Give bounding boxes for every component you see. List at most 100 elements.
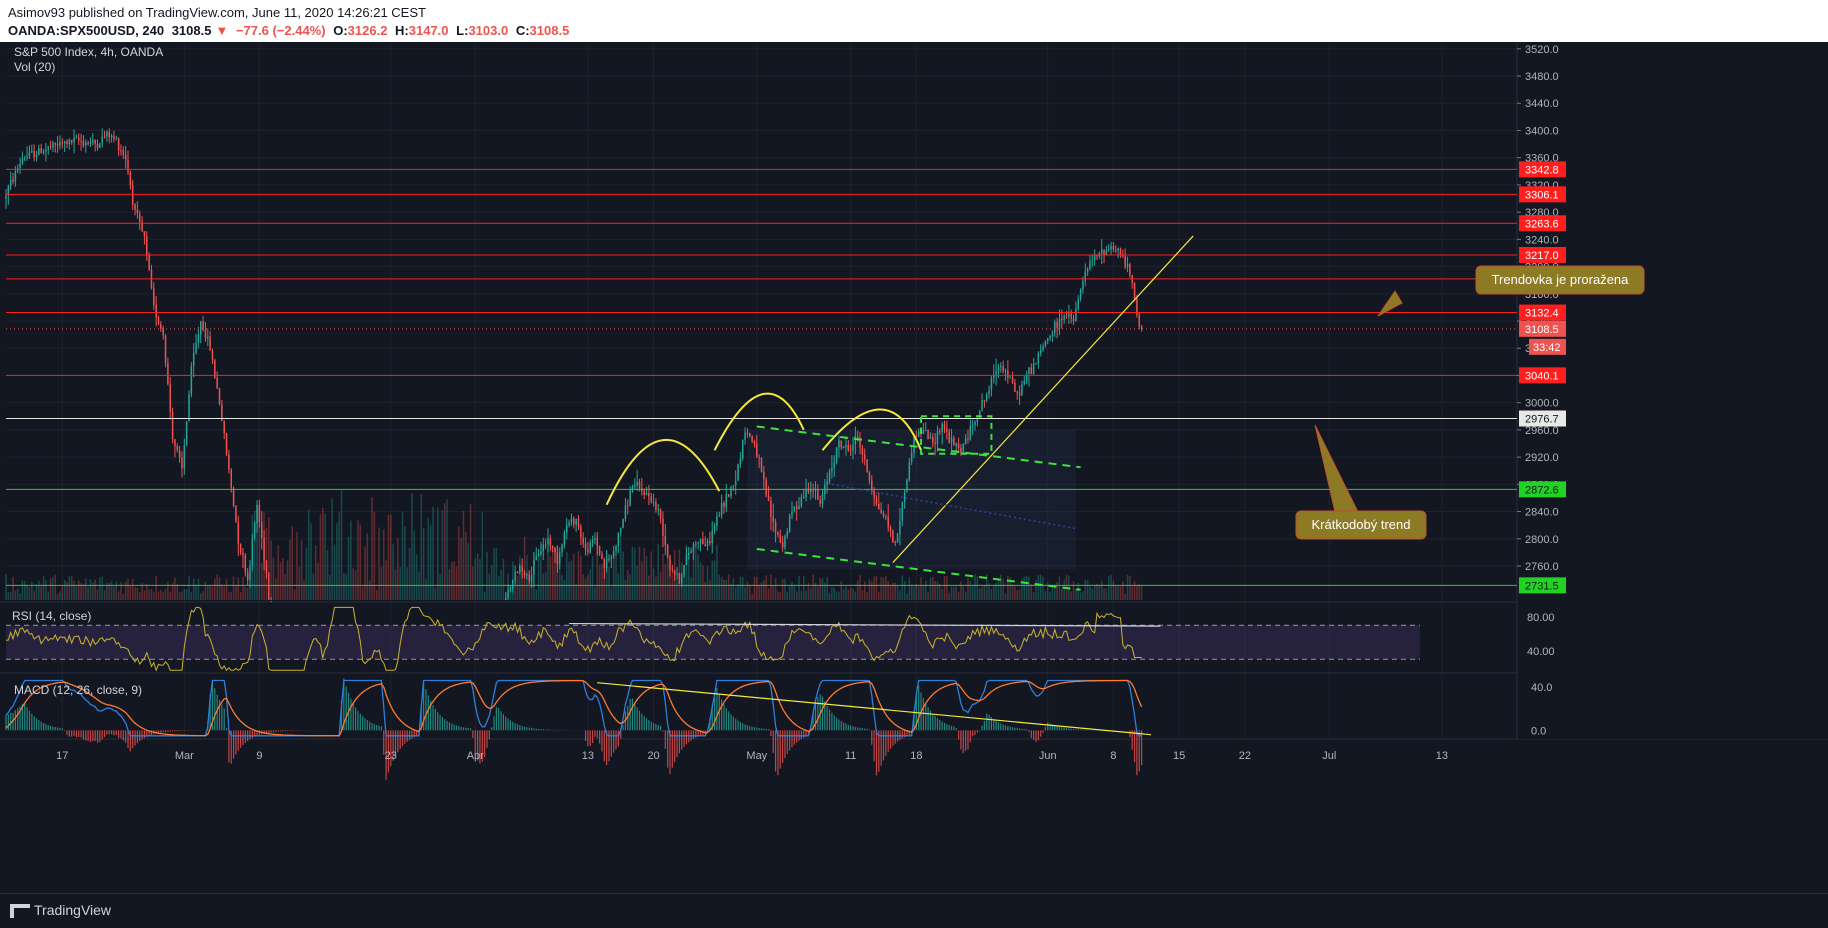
author-name[interactable]: Asimov93 <box>8 5 66 20</box>
candle-body <box>847 445 850 451</box>
candle-body <box>110 135 113 138</box>
volume-bar <box>960 581 962 600</box>
volume-bar <box>558 563 561 600</box>
volume-bar <box>455 566 458 600</box>
volume-bar <box>901 575 904 600</box>
volume-bar <box>1070 591 1072 600</box>
volume-bar <box>296 532 298 600</box>
candle-body <box>204 329 207 339</box>
volume-bar <box>300 540 303 600</box>
candle-body <box>181 457 183 469</box>
candle-body <box>1014 382 1016 392</box>
volume-bar <box>924 580 927 600</box>
volume-bar <box>458 526 460 600</box>
volume-bar <box>1119 586 1122 600</box>
time-tick-label: 9 <box>256 750 262 762</box>
candle-body <box>1054 322 1056 333</box>
candle-body <box>709 540 711 544</box>
annotations[interactable]: Trendovka je proražena Krátkodobý trend <box>1295 265 1645 540</box>
candle-body <box>953 437 955 446</box>
volume-bar <box>939 583 941 600</box>
last-price: 3108.5 <box>171 23 212 38</box>
volume-bar <box>601 564 603 600</box>
volume-bar <box>1115 586 1117 600</box>
candle-body <box>763 472 765 480</box>
candle-body <box>157 317 160 325</box>
candle-body <box>648 492 650 497</box>
candle-body <box>174 439 176 447</box>
volume-bar <box>260 562 263 600</box>
volume-bar <box>530 576 533 600</box>
volume-bar <box>383 529 385 600</box>
volume-bar <box>793 585 796 600</box>
candle-body <box>87 142 89 144</box>
volume-bar <box>33 590 35 600</box>
volume-bar <box>765 575 767 600</box>
candle-body <box>659 509 662 519</box>
candle-body <box>730 486 732 497</box>
candle-body <box>1119 248 1122 256</box>
volume-bar <box>77 580 80 600</box>
volume-bar <box>38 580 40 600</box>
candle-body <box>917 432 920 437</box>
candle-body <box>976 418 979 422</box>
candle-body <box>605 559 608 569</box>
volume-bar <box>828 592 831 600</box>
volume-bar <box>523 536 526 600</box>
published-text: published on TradingView.com, June 11, 2… <box>68 5 426 20</box>
volume-bar <box>16 588 19 600</box>
volume-bar <box>192 578 195 600</box>
candle-body <box>232 487 235 506</box>
candle-body <box>922 430 925 434</box>
candle-body <box>127 159 129 173</box>
candle-body <box>94 140 96 144</box>
candle-body <box>570 518 573 523</box>
volume-bar <box>1044 591 1047 600</box>
blue-dotted-line <box>831 483 1077 530</box>
volume-bar <box>63 579 66 600</box>
level-price-tag-text: 2976.7 <box>1525 414 1559 426</box>
volume-bar <box>795 591 798 600</box>
candle-body <box>594 538 596 540</box>
last-price-tag-text: 3108.5 <box>1525 324 1559 336</box>
volume-bar <box>451 562 453 600</box>
candle-body <box>760 458 763 473</box>
tradingview-logo[interactable]: TradingView <box>10 902 111 919</box>
chart-title: S&P 500 Index, 4h, OANDA <box>14 45 163 59</box>
volume-bar <box>462 510 465 600</box>
volume-bar <box>284 574 286 600</box>
candle-body <box>1138 314 1140 327</box>
volume-bar <box>357 520 359 600</box>
candle-body <box>21 158 24 164</box>
volume-bar <box>256 505 258 600</box>
volume-bar <box>474 558 477 600</box>
volume-bar <box>971 584 974 600</box>
candle-body <box>40 148 42 154</box>
time-axis[interactable]: 17 Mar 9 23 Apr 13 20 May 11 18 Jun 8 15 22 Jul 13 <box>56 750 1448 762</box>
volume-bar <box>1049 591 1051 600</box>
volume-bar <box>514 576 516 600</box>
down-arrow-icon: ▼ <box>215 23 229 38</box>
volume-bar <box>1028 576 1030 600</box>
volume-bar <box>138 592 141 600</box>
candle-body <box>202 321 204 330</box>
volume-bar <box>1105 588 1108 600</box>
price-axis[interactable]: 2760.02800.02840.02880.02920.02960.03000… <box>1517 42 1828 739</box>
candle-body <box>218 388 221 405</box>
candle-body <box>741 439 744 459</box>
volume-bar <box>19 593 21 600</box>
axis-tick-label: 2760.0 <box>1525 561 1559 573</box>
volume-bar <box>75 585 78 600</box>
candle-body <box>537 554 540 557</box>
level-price-tag <box>1519 577 1566 594</box>
candle-body <box>1100 249 1103 254</box>
volume-bar <box>913 586 915 600</box>
candle-body <box>512 580 514 590</box>
price-chart[interactable]: 2760.02800.02840.02880.02920.02960.03000… <box>0 42 1828 893</box>
candle-body <box>115 138 118 140</box>
candle-body <box>695 543 697 545</box>
candle-body <box>1068 313 1070 317</box>
drawings[interactable] <box>605 235 1194 591</box>
volume-bar <box>833 587 835 600</box>
candle-body <box>880 509 882 514</box>
